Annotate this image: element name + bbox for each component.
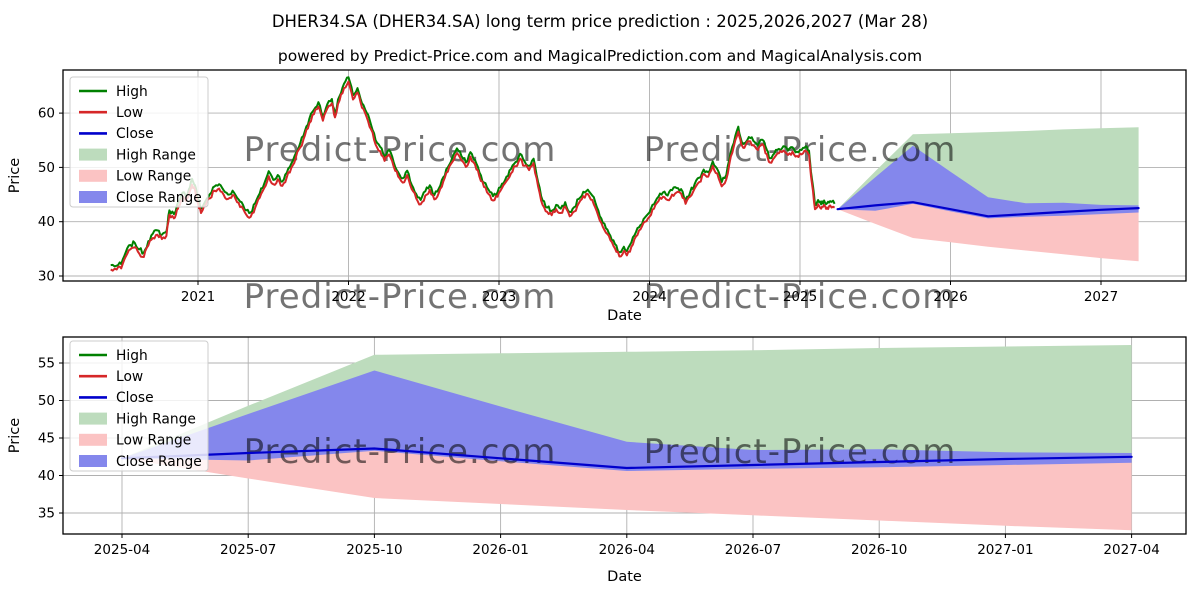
close-line: [120, 447, 1133, 470]
figure-watermarks-middle: Predict-Price.com Predict-Price.com: [244, 277, 957, 317]
legend-label: Close: [116, 126, 154, 142]
svg-text:50: 50: [38, 160, 55, 176]
low-line: [110, 80, 836, 272]
chart-title: DHER34.SA (DHER34.SA) long term price pr…: [271, 12, 929, 31]
x-axis-label: Date: [607, 308, 642, 324]
legend-label: High: [116, 348, 148, 364]
bottom-chart: Predict-Price.com Predict-Price.com2025-0…: [7, 336, 1187, 585]
svg-text:2027: 2027: [1084, 289, 1118, 305]
svg-text:60: 60: [38, 106, 55, 122]
legend-label: Low Range: [116, 433, 191, 449]
low-range-band: [122, 448, 1132, 531]
svg-text:2023: 2023: [482, 289, 516, 305]
svg-text:40: 40: [38, 214, 55, 230]
legend-label: High: [116, 84, 148, 100]
legend: High Low Close High Range Low Range Close Ran…: [69, 76, 209, 208]
legend-label: High Range: [116, 147, 196, 163]
svg-text:45: 45: [38, 431, 55, 447]
legend-label: Low Range: [116, 169, 191, 185]
top-chart-bands: [837, 127, 1139, 262]
low-range-band: [837, 202, 1139, 262]
svg-text:35: 35: [38, 506, 55, 522]
x-axis-label: Date: [607, 569, 642, 585]
svg-text:55: 55: [38, 356, 55, 372]
legend-label: Close Range: [116, 454, 202, 470]
top-chart-watermarks: Predict-Price.com Predict-Price.com: [244, 130, 956, 170]
watermark-text: Predict-Price.com: [244, 130, 557, 170]
bottom-chart-lines: [120, 447, 1133, 470]
svg-text:2025-04: 2025-04: [94, 542, 150, 558]
svg-text:2024: 2024: [632, 289, 666, 305]
y-axis-label: Price: [7, 158, 23, 193]
bottom-chart-bands: [122, 345, 1132, 531]
svg-text:2026-01: 2026-01: [472, 542, 528, 558]
svg-text:2026: 2026: [933, 289, 967, 305]
svg-text:2026-10: 2026-10: [851, 542, 907, 558]
close-line: [836, 201, 1140, 218]
svg-text:40: 40: [38, 468, 55, 484]
chart-subtitle: powered by Predict-Price.com and Magical…: [277, 47, 923, 65]
watermark-text: Predict-Price.com: [244, 277, 557, 317]
legend-label: Low: [116, 369, 143, 385]
svg-text:50: 50: [38, 393, 55, 409]
svg-text:2026-04: 2026-04: [599, 542, 655, 558]
svg-text:2027-04: 2027-04: [1103, 542, 1159, 558]
legend-label: Low: [116, 105, 143, 121]
svg-text:2025-10: 2025-10: [346, 542, 402, 558]
legend: High Low Close High Range Low Range Close Ran…: [69, 340, 209, 472]
top-chart-lines: [110, 76, 1140, 272]
legend-label: High Range: [116, 411, 196, 427]
top-chart-axes: 2021 2022 2023 2024 2025 2026 2027 30 40 50 60 Date…: [7, 69, 1187, 324]
svg-text:2022: 2022: [331, 289, 365, 305]
legend-label: Close: [116, 390, 154, 406]
svg-text:30: 30: [38, 269, 55, 285]
svg-text:2025-07: 2025-07: [220, 542, 276, 558]
svg-text:2026-07: 2026-07: [725, 542, 781, 558]
svg-text:2025: 2025: [783, 289, 817, 305]
svg-text:2021: 2021: [181, 289, 215, 305]
close-range-band: [837, 145, 1139, 219]
bottom-chart-axes: 2025-04 2025-07 2025-10 2026-01 2026-04 2026-…: [7, 336, 1187, 585]
watermark-text: Predict-Price.com: [644, 277, 957, 317]
svg-text:2027-01: 2027-01: [977, 542, 1033, 558]
y-axis-label: Price: [7, 418, 23, 453]
close-range-band: [122, 370, 1132, 471]
legend-label: Close Range: [116, 190, 202, 206]
high-line: [110, 76, 836, 268]
